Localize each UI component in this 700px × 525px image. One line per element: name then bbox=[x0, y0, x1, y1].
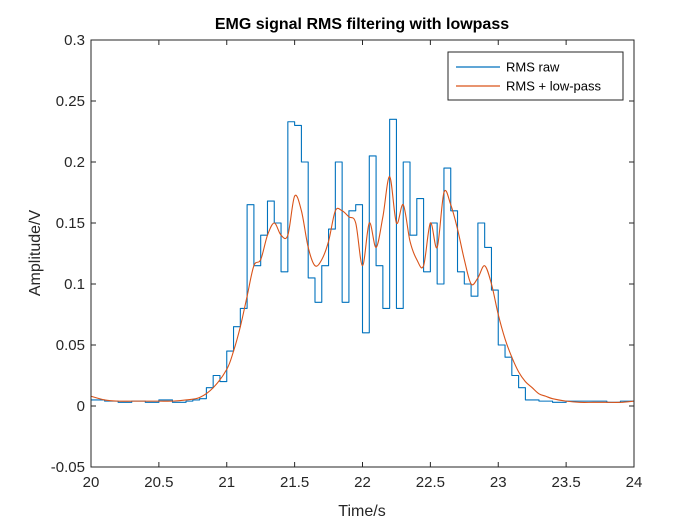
y-tick-label: 0.15 bbox=[56, 215, 85, 232]
legend-label-rms-lowpass: RMS + low-pass bbox=[506, 79, 601, 94]
x-tick-label: 24 bbox=[626, 474, 643, 491]
x-tick-label: 23 bbox=[490, 474, 507, 491]
y-tick-label: 0 bbox=[77, 398, 85, 415]
series-layer bbox=[90, 118, 635, 403]
x-tick-label: 22.5 bbox=[416, 474, 445, 491]
x-tick-label: 22 bbox=[354, 474, 371, 491]
y-tick-label: -0.05 bbox=[51, 459, 85, 476]
x-axis-label: Time/s bbox=[338, 503, 385, 520]
x-tick-label: 21.5 bbox=[280, 474, 309, 491]
x-tick-label: 20 bbox=[83, 474, 100, 491]
axes-layer: 20 20.5 21 21.5 22 22.5 23 23.5 24 -0.05 0 0.05 0.1 0… bbox=[51, 32, 643, 491]
legend: RMS raw RMS + low-pass bbox=[447, 51, 624, 101]
series-line-rms-lowpass bbox=[90, 176, 635, 403]
x-tick-label: 23.5 bbox=[552, 474, 581, 491]
chart-title: EMG signal RMS filtering with lowpass bbox=[215, 16, 509, 33]
y-tick-label: 0.05 bbox=[56, 337, 85, 354]
x-tick-label: 21 bbox=[218, 474, 235, 491]
y-axis-label: Amplitude/V bbox=[27, 210, 44, 297]
y-tick-label: 0.25 bbox=[56, 93, 85, 110]
y-tick-label: 0.3 bbox=[64, 32, 85, 49]
x-tick-label: 20.5 bbox=[144, 474, 173, 491]
legend-label-rms-raw: RMS raw bbox=[506, 60, 560, 75]
legend-box bbox=[447, 51, 624, 101]
y-tick-label: 0.2 bbox=[64, 154, 85, 171]
y-tick-label: 0.1 bbox=[64, 276, 85, 293]
series-line-rms-raw bbox=[91, 118, 634, 403]
